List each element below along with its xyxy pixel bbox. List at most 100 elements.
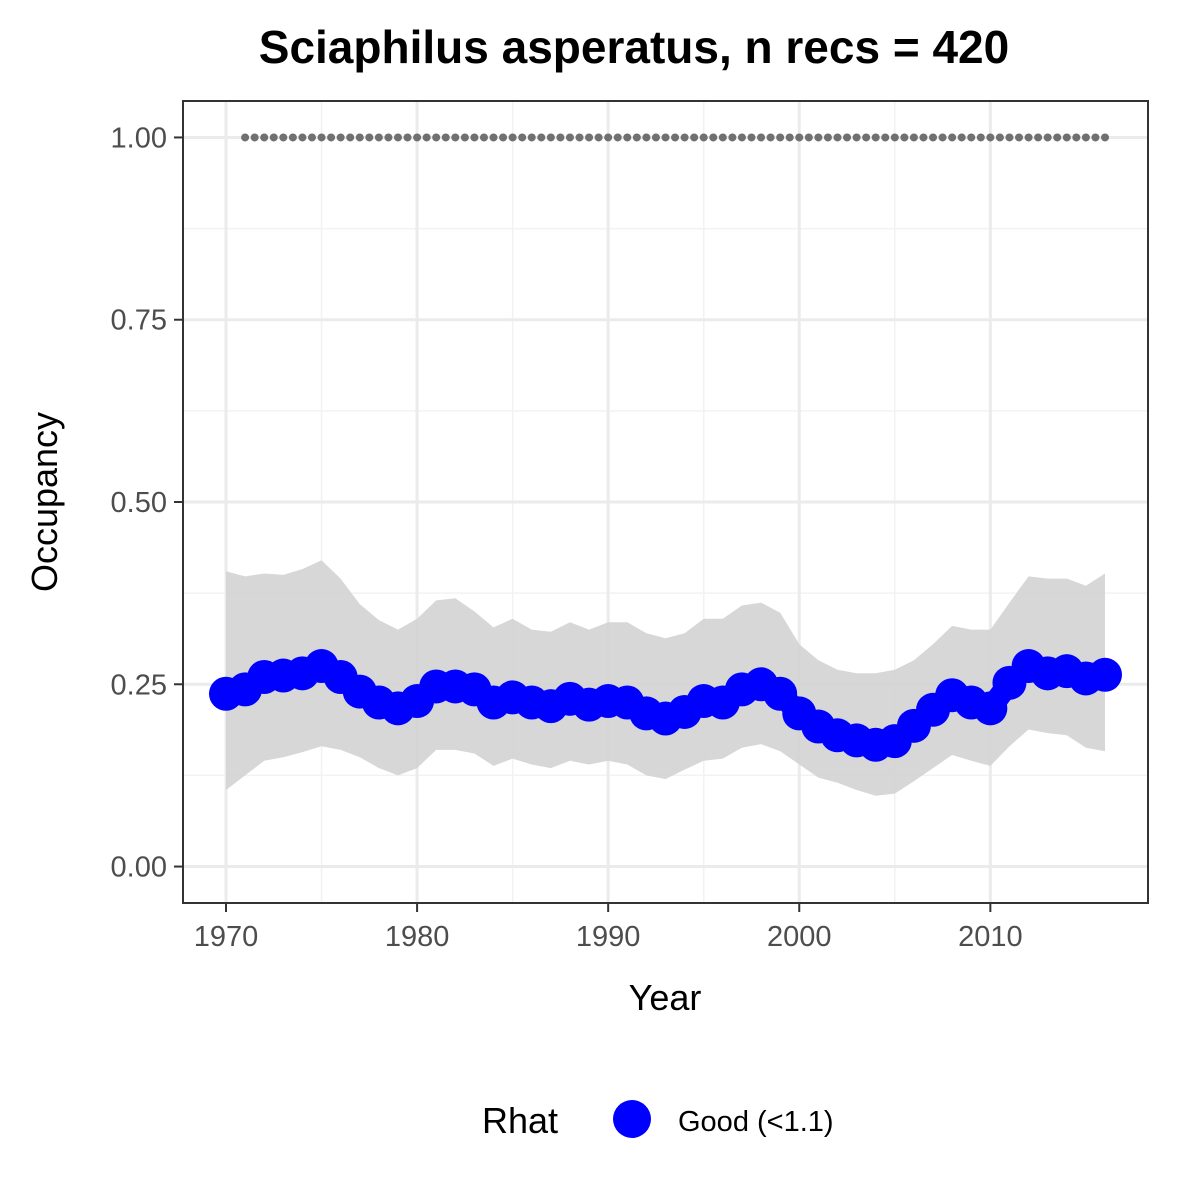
mean-points-layer (208, 649, 1123, 762)
reference-dot (317, 133, 326, 142)
reference-dot (1062, 133, 1071, 142)
reference-dot (1091, 133, 1100, 142)
reference-dot (250, 133, 259, 142)
legend: Rhat Good (<1.1) (482, 1100, 834, 1141)
x-axis-title: Year (629, 977, 702, 1018)
reference-dot (747, 133, 756, 142)
reference-dot (919, 133, 928, 142)
mean-point (1088, 657, 1123, 692)
reference-dot (365, 133, 374, 142)
reference-dot (1015, 133, 1024, 142)
reference-dot (403, 133, 412, 142)
reference-dot (690, 133, 699, 142)
x-tick-label: 1980 (385, 921, 450, 953)
reference-dot (795, 133, 804, 142)
reference-dot (460, 133, 469, 142)
reference-dot (776, 133, 785, 142)
reference-dot (632, 133, 641, 142)
reference-dot (1043, 133, 1052, 142)
plot-panel (182, 100, 1149, 904)
reference-dot (384, 133, 393, 142)
reference-dot (537, 133, 546, 142)
legend-key-good (613, 1100, 651, 1138)
reference-dot (651, 133, 660, 142)
reference-dot (413, 133, 422, 142)
reference-dot (565, 133, 574, 142)
reference-dot (862, 133, 871, 142)
reference-dot (269, 133, 278, 142)
reference-dot (1081, 133, 1090, 142)
reference-dot (814, 133, 823, 142)
reference-dot (260, 133, 269, 142)
reference-dot (508, 133, 517, 142)
reference-dot (575, 133, 584, 142)
reference-dot (556, 133, 565, 142)
reference-dot (728, 133, 737, 142)
reference-dot (422, 133, 431, 142)
reference-dot (479, 133, 488, 142)
reference-dot (585, 133, 594, 142)
reference-dot (441, 133, 450, 142)
reference-dot (900, 133, 909, 142)
reference-dot (890, 133, 899, 142)
reference-dot (451, 133, 460, 142)
y-axis-title: Occupancy (24, 412, 65, 592)
chart-title: Sciaphilus asperatus, n recs = 420 (259, 21, 1009, 73)
reference-dot (995, 133, 1004, 142)
reference-dot (594, 133, 603, 142)
reference-dot (546, 133, 555, 142)
reference-dot (604, 133, 613, 142)
x-tick-label: 2000 (767, 921, 832, 953)
reference-dot (661, 133, 670, 142)
reference-dot (785, 133, 794, 142)
reference-dot (909, 133, 918, 142)
reference-dot (976, 133, 985, 142)
y-tick-label: 0.00 (111, 852, 167, 884)
reference-dot (241, 133, 250, 142)
reference-dot (432, 133, 441, 142)
reference-dot (288, 133, 297, 142)
reference-dots-layer (241, 133, 1110, 142)
reference-dot (336, 133, 345, 142)
reference-dot (957, 133, 966, 142)
reference-dot (948, 133, 957, 142)
reference-dot (1101, 133, 1110, 142)
reference-dot (327, 133, 336, 142)
reference-dot (766, 133, 775, 142)
reference-dot (871, 133, 880, 142)
reference-dot (355, 133, 364, 142)
reference-dot (823, 133, 832, 142)
reference-dot (986, 133, 995, 142)
reference-dot (1072, 133, 1081, 142)
y-tick-label: 0.75 (111, 305, 167, 337)
reference-dot (613, 133, 622, 142)
reference-dot (642, 133, 651, 142)
reference-dot (843, 133, 852, 142)
reference-dot (881, 133, 890, 142)
x-tick-label: 1990 (576, 921, 641, 953)
reference-dot (499, 133, 508, 142)
x-tick-label: 1970 (194, 921, 259, 953)
legend-title: Rhat (482, 1100, 558, 1141)
x-tick-label: 2010 (958, 921, 1023, 953)
reference-dot (1053, 133, 1062, 142)
reference-dot (833, 133, 842, 142)
reference-dot (527, 133, 536, 142)
reference-dot (709, 133, 718, 142)
reference-dot (346, 133, 355, 142)
legend-label-good: Good (<1.1) (678, 1106, 834, 1138)
reference-dot (393, 133, 402, 142)
reference-dot (718, 133, 727, 142)
reference-dot (298, 133, 307, 142)
reference-dot (623, 133, 632, 142)
reference-dot (307, 133, 316, 142)
reference-dot (518, 133, 527, 142)
reference-dot (929, 133, 938, 142)
y-axis: 0.00 0.25 0.50 0.75 1.00 (111, 122, 183, 884)
reference-dot (680, 133, 689, 142)
reference-dot (1034, 133, 1043, 142)
y-tick-label: 0.25 (111, 669, 167, 701)
mean-point (973, 691, 1008, 726)
reference-dot (671, 133, 680, 142)
